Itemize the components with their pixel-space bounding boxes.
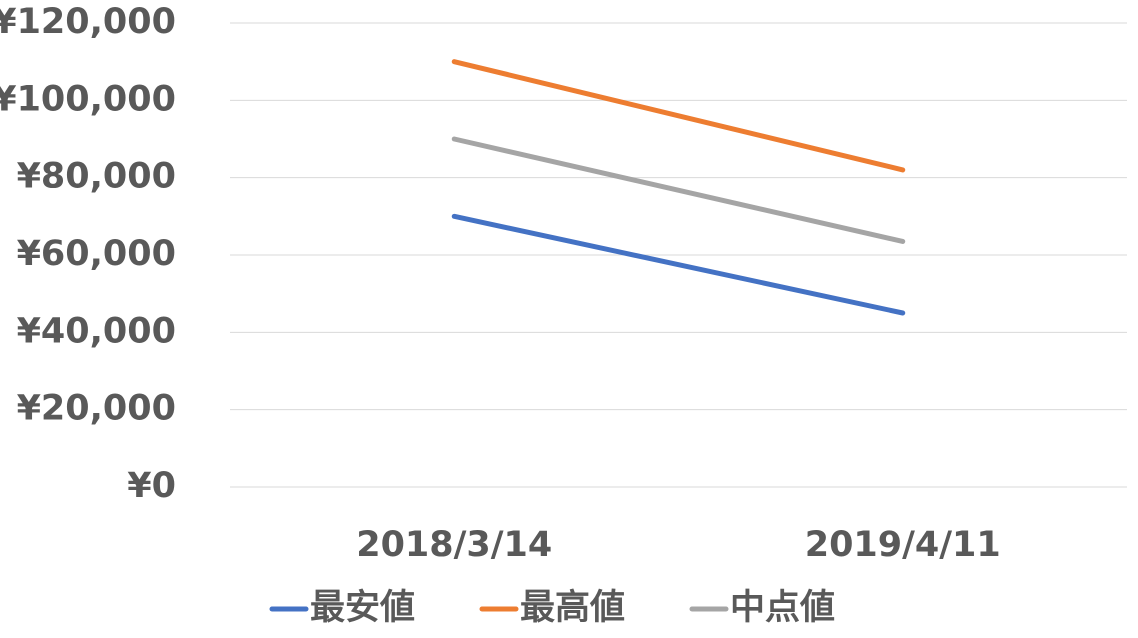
x-tick-label: 2019/4/11 — [805, 525, 1001, 565]
y-tick-label: ¥20,000 — [17, 389, 176, 429]
x-tick-label: 2018/3/14 — [356, 525, 552, 565]
y-tick-label: ¥80,000 — [17, 157, 176, 197]
y-tick-label: ¥0 — [127, 466, 176, 506]
series-line — [451, 213, 906, 316]
series-line — [451, 59, 906, 173]
y-tick-label: ¥120,000 — [0, 2, 176, 42]
y-tick-label: ¥60,000 — [17, 234, 176, 274]
y-tick-label: ¥40,000 — [17, 311, 176, 351]
legend-label: 最高値 — [520, 588, 625, 628]
y-tick-label: ¥100,000 — [0, 79, 176, 119]
legend-label: 最安値 — [310, 588, 415, 628]
legend-label: 中点値 — [730, 588, 835, 628]
series-line — [451, 136, 906, 244]
